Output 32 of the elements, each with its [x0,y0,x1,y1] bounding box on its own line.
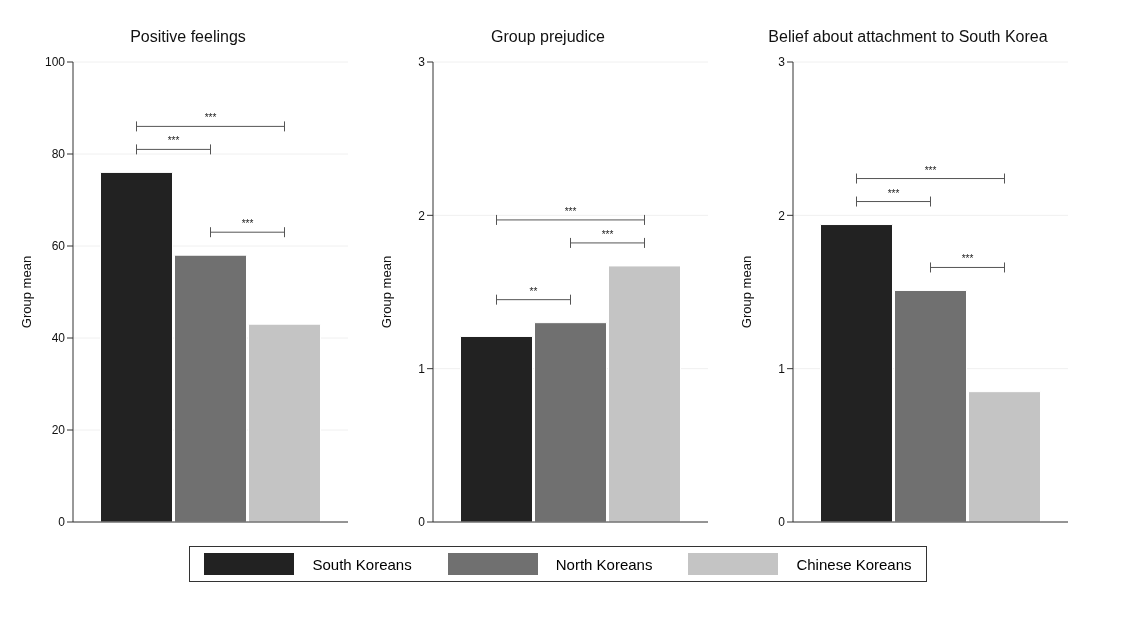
y-tick-label: 2 [778,208,786,223]
y-axis-title: Group mean [18,255,34,329]
y-tick-label: 1 [418,361,426,376]
annotation: *** [167,135,180,147]
annotation: *** [601,228,614,240]
y-tick-label: 20 [51,423,66,438]
text: South Koreans [312,555,412,573]
y-axis-title: Group mean [738,255,754,329]
chart-title: Belief about attachment to South Korea [767,28,1049,47]
y-tick-label: 80 [51,147,66,162]
y-tick-label: 0 [778,515,786,530]
annotation: *** [924,164,937,176]
y-tick-label: 2 [418,208,426,223]
y-tick-label: 60 [51,239,66,254]
y-axis-title: Group mean [378,255,394,329]
y-tick-label: 40 [51,331,66,346]
annotation: *** [241,218,254,230]
annotation: *** [204,112,217,124]
chart-title: Positive feelings [129,28,247,47]
annotation: *** [961,253,974,265]
y-tick-label: 3 [418,55,426,70]
y-tick-label: 1 [778,361,786,376]
y-tick-label: 0 [418,515,426,530]
annotation: ** [529,285,538,297]
text: North Koreans [555,555,653,573]
text: Chinese Koreans [796,555,912,573]
y-tick-label: 3 [778,55,786,70]
y-tick-label: 100 [44,55,66,70]
annotation: *** [887,187,900,199]
chart-title: Group prejudice [490,28,606,47]
y-tick-label: 0 [58,515,66,530]
annotation: *** [564,205,577,217]
